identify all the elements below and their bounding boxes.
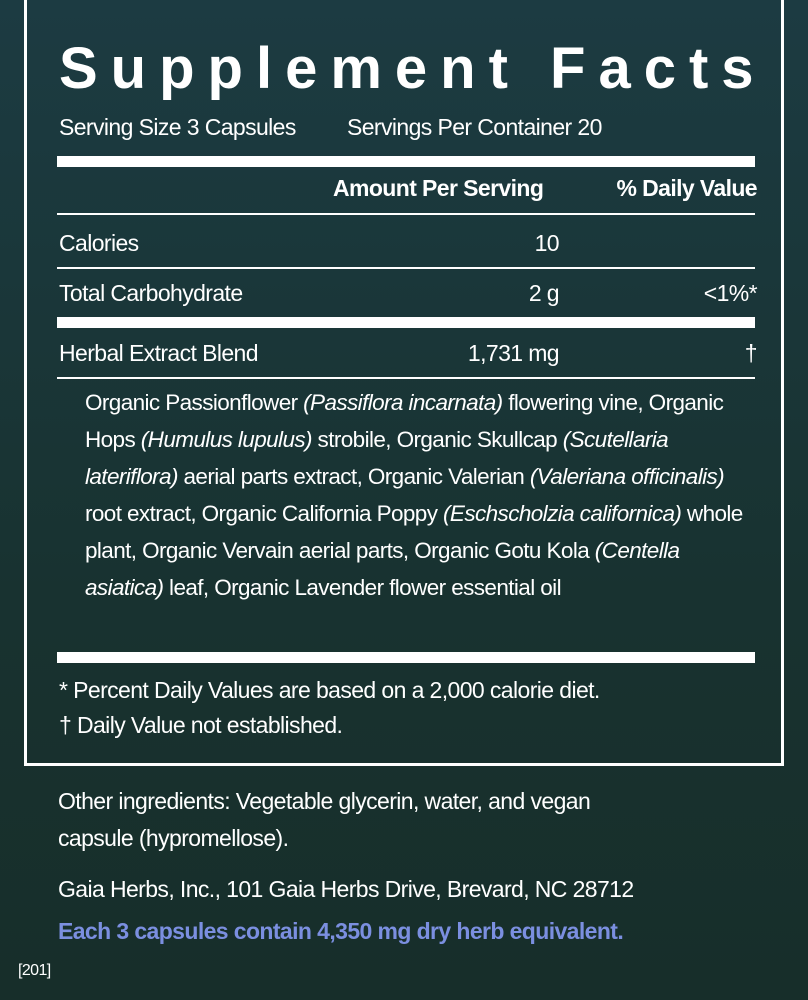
manufacturer-address: Gaia Herbs, Inc., 101 Gaia Herbs Drive, … [58, 876, 634, 902]
divider [57, 317, 755, 328]
divider [57, 156, 755, 167]
row-amount: 2 g [528, 280, 560, 306]
ingredient-text: aerial parts extract, Organic Valerian [177, 464, 530, 489]
latin-name: (Passiflora incarnata) [303, 390, 503, 415]
panel-title: Supplement Facts [59, 36, 767, 101]
ingredient-text: leaf, Organic Lavender flower essential … [163, 575, 562, 600]
header-amount: Amount Per Serving [333, 175, 544, 201]
ingredient-text: whole plant, Organic Vervain aerial part… [85, 501, 743, 563]
footnote-percent: * Percent Daily Values are based on a 2,… [59, 677, 600, 703]
row-name: Herbal Extract Blend [59, 340, 259, 366]
header-daily-value: % Daily Value [616, 175, 758, 201]
row-amount: 10 [534, 230, 560, 256]
ingredient-text: Organic Passionflower [85, 390, 304, 415]
latin-name: (Scutellaria lateriflora) [85, 427, 669, 489]
latin-name: (Centella asiatica) [85, 538, 680, 600]
row-daily-value: <1%* [703, 280, 758, 306]
latin-name: (Humulus lupulus) [140, 427, 313, 452]
other-ingredients-line2: capsule (hypromellose). [58, 825, 289, 851]
row-daily-value: † [744, 340, 758, 366]
divider [57, 267, 755, 269]
row-name: Calories [59, 230, 139, 256]
row-name: Total Carbohydrate [59, 280, 243, 306]
serving-size: Serving Size 3 Capsules [59, 114, 296, 140]
servings-per-container: Servings Per Container 20 [347, 114, 602, 140]
divider [57, 377, 755, 379]
ingredient-text: strobile, Organic Skullcap [311, 427, 563, 452]
ingredient-text: flowering vine, Organic Hops [85, 390, 724, 452]
supplement-facts-panel: Supplement Facts Serving Size 3 Capsules… [24, 0, 784, 766]
latin-name: (Valeriana officinalis) [529, 464, 725, 489]
row-amount: 1,731 mg [467, 340, 560, 366]
herb-equivalent-note: Each 3 capsules contain 4,350 mg dry her… [58, 918, 624, 944]
divider [57, 652, 755, 663]
latin-name: (Eschscholzia californica) [443, 501, 682, 526]
divider [57, 213, 755, 215]
label-code: [201] [18, 962, 51, 979]
ingredient-text: root extract, Organic California Poppy [85, 501, 444, 526]
other-ingredients-line1: Other ingredients: Vegetable glycerin, w… [58, 788, 591, 814]
blend-ingredients: Organic Passionflower (Passiflora incarn… [85, 384, 755, 606]
footnote-dagger: † Daily Value not established. [59, 712, 343, 738]
